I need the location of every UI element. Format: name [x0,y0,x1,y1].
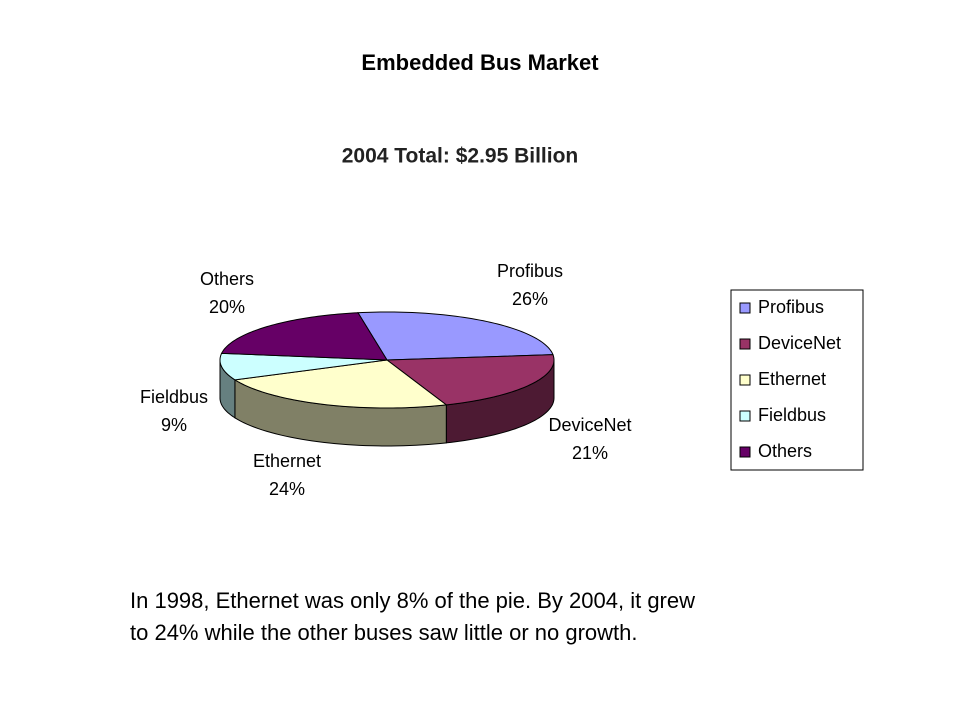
legend-label: DeviceNet [758,333,841,353]
pie-slice [220,312,388,361]
legend-label: Fieldbus [758,405,826,425]
data-label-name: Ethernet [253,451,321,471]
caption-line: In 1998, Ethernet was only 8% of the pie… [130,588,695,613]
data-label-name: Fieldbus [140,387,208,407]
data-label-value: 9% [161,415,187,435]
legend-label: Ethernet [758,369,826,389]
data-label-value: 24% [269,479,305,499]
slide-title: Embedded Bus Market [361,50,599,75]
caption-line: to 24% while the other buses saw little … [130,620,638,645]
legend-label: Others [758,441,812,461]
pie-slice [219,352,388,381]
data-label-value: 26% [512,289,548,309]
legend-swatch [739,410,751,422]
data-label-name: Others [200,269,254,289]
chart-title: 2004 Total: $2.95 Billion [342,145,579,168]
pie-slice [357,311,554,361]
data-label-value: 20% [209,297,245,317]
data-label-name: Profibus [497,261,563,281]
data-label-value: 21% [572,443,608,463]
data-label-name: DeviceNet [548,415,631,435]
legend-swatch [739,338,751,350]
legend-label: Profibus [758,297,824,317]
legend-swatch [739,302,751,314]
pie-slice [385,354,555,406]
legend-box [730,289,864,471]
legend-swatch [739,374,751,386]
pie-slice [233,359,448,409]
legend-swatch [739,446,751,458]
